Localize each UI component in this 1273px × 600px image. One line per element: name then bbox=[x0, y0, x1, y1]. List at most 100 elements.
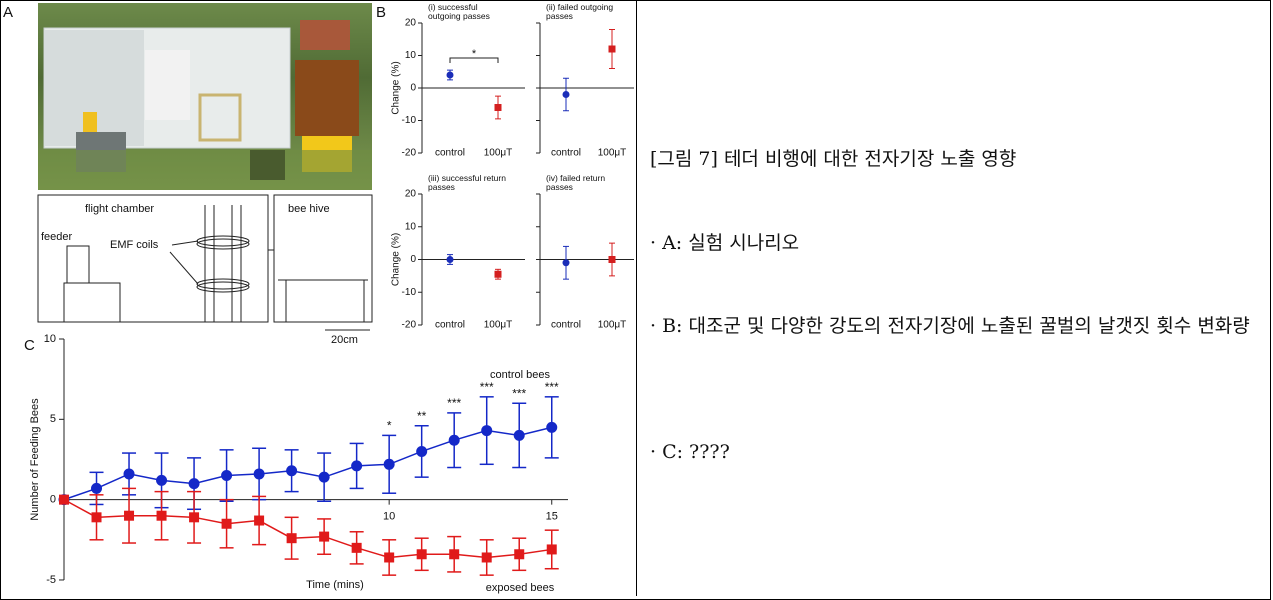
panel-label: A bbox=[3, 4, 13, 21]
y-tick-label: 10 bbox=[44, 333, 56, 345]
caption-item: · A: 실험 시나리오 bbox=[650, 232, 800, 254]
x-tick-label: 100μT bbox=[484, 148, 513, 159]
subplot-title: (iii) successful return passes bbox=[428, 174, 506, 192]
marker bbox=[286, 533, 297, 544]
series-label: control bees bbox=[490, 369, 550, 381]
y-tick-label: -20 bbox=[402, 148, 417, 159]
diagram-label: bee hive bbox=[288, 203, 330, 215]
marker bbox=[514, 549, 525, 560]
marker bbox=[254, 515, 265, 526]
marker bbox=[416, 445, 428, 457]
y-axis-label: Change (%) bbox=[391, 233, 402, 286]
y-tick-label: 20 bbox=[405, 189, 417, 200]
significance-label: *** bbox=[545, 380, 559, 394]
marker bbox=[384, 552, 395, 563]
marker bbox=[546, 421, 558, 433]
marker bbox=[562, 91, 570, 98]
significance-bracket bbox=[449, 57, 499, 63]
marker bbox=[383, 458, 395, 470]
marker bbox=[446, 256, 454, 263]
diagram-label: EMF coils bbox=[110, 239, 159, 251]
y-tick-label: 0 bbox=[410, 83, 416, 94]
marker bbox=[494, 270, 502, 278]
series-line bbox=[63, 426, 552, 501]
diagram-label: feeder bbox=[41, 231, 73, 243]
subplot-title: (ii) failed outgoing passes bbox=[546, 3, 614, 21]
panel-label: B bbox=[376, 4, 386, 21]
subplot-title-text: (ii) failed outgoing passes bbox=[546, 3, 614, 21]
marker bbox=[124, 510, 135, 521]
diagram bbox=[37, 194, 373, 331]
y-tick-label: 20 bbox=[405, 18, 417, 29]
marker bbox=[221, 470, 233, 482]
marker bbox=[608, 45, 616, 53]
y-tick-label: 10 bbox=[405, 50, 417, 61]
marker bbox=[546, 544, 557, 555]
y-tick-label: -5 bbox=[46, 574, 56, 586]
x-tick-label: 100μT bbox=[598, 148, 627, 159]
marker bbox=[494, 104, 502, 111]
marker bbox=[608, 256, 616, 263]
subplot-title: (i) successful outgoing passes bbox=[428, 3, 490, 21]
x-tick-label: control bbox=[551, 148, 581, 159]
x-axis-label: Time (mins) bbox=[306, 579, 364, 591]
x-tick-label: control bbox=[435, 148, 465, 159]
marker bbox=[351, 460, 363, 472]
subplot-title-text: (iii) successful return passes bbox=[428, 174, 506, 192]
marker bbox=[188, 478, 200, 490]
series-line bbox=[63, 498, 552, 559]
scale-label: 20cm bbox=[331, 334, 358, 346]
marker bbox=[189, 512, 200, 523]
significance-label: *** bbox=[447, 396, 461, 410]
caption-item: · B: 대조군 및 다양한 강도의 전자기장에 노출된 꿀벌의 날갯짓 횟수 … bbox=[650, 315, 1250, 337]
caption-title: [그림 7] 테더 비행에 대한 전자기장 노출 영향 bbox=[650, 148, 1017, 170]
y-tick-label: 0 bbox=[50, 494, 56, 506]
y-tick-label: -10 bbox=[402, 115, 417, 126]
photo bbox=[38, 3, 372, 190]
x-tick-label: control bbox=[435, 320, 465, 331]
y-tick-label: 5 bbox=[50, 413, 56, 425]
diagram-label: flight chamber bbox=[85, 203, 154, 215]
marker bbox=[448, 434, 460, 446]
marker bbox=[481, 425, 493, 437]
subplot-title: (iv) failed return passes bbox=[546, 174, 606, 192]
cell-divider bbox=[636, 0, 637, 596]
marker bbox=[351, 542, 362, 553]
marker bbox=[319, 531, 330, 542]
panel-label: C bbox=[24, 337, 35, 354]
marker bbox=[221, 518, 232, 529]
x-tick-label: 100μT bbox=[598, 320, 627, 331]
marker bbox=[123, 468, 135, 480]
x-tick-label: 10 bbox=[383, 511, 395, 523]
significance-label: *** bbox=[512, 386, 526, 400]
marker bbox=[156, 510, 167, 521]
caption-item: · C: ???? bbox=[650, 441, 730, 463]
marker bbox=[318, 471, 330, 483]
x-tick-label: control bbox=[551, 320, 581, 331]
subplot-title-text: (i) successful outgoing passes bbox=[428, 3, 490, 21]
subplot-title-text: (iv) failed return passes bbox=[546, 174, 606, 192]
y-tick-label: 0 bbox=[410, 254, 416, 265]
marker bbox=[449, 549, 460, 560]
figure: flight chamber bee hive feeder EMF coils… bbox=[3, 3, 634, 594]
significance-label: * bbox=[472, 48, 477, 60]
significance-label: ** bbox=[417, 409, 427, 423]
marker bbox=[513, 429, 525, 441]
marker bbox=[91, 482, 103, 494]
marker bbox=[416, 549, 427, 560]
marker bbox=[91, 512, 102, 523]
marker bbox=[562, 259, 570, 267]
series-label: exposed bees bbox=[486, 582, 555, 594]
y-tick-label: -20 bbox=[402, 320, 417, 331]
significance-label: *** bbox=[480, 380, 494, 394]
x-tick-label: 100μT bbox=[484, 320, 513, 331]
marker bbox=[156, 474, 168, 486]
marker bbox=[253, 468, 265, 480]
y-axis-label: Number of Feeding Bees bbox=[29, 398, 41, 521]
marker bbox=[446, 71, 454, 79]
y-tick-label: -10 bbox=[402, 287, 417, 298]
significance-label: * bbox=[387, 419, 392, 433]
marker bbox=[286, 465, 298, 477]
marker bbox=[481, 552, 492, 563]
